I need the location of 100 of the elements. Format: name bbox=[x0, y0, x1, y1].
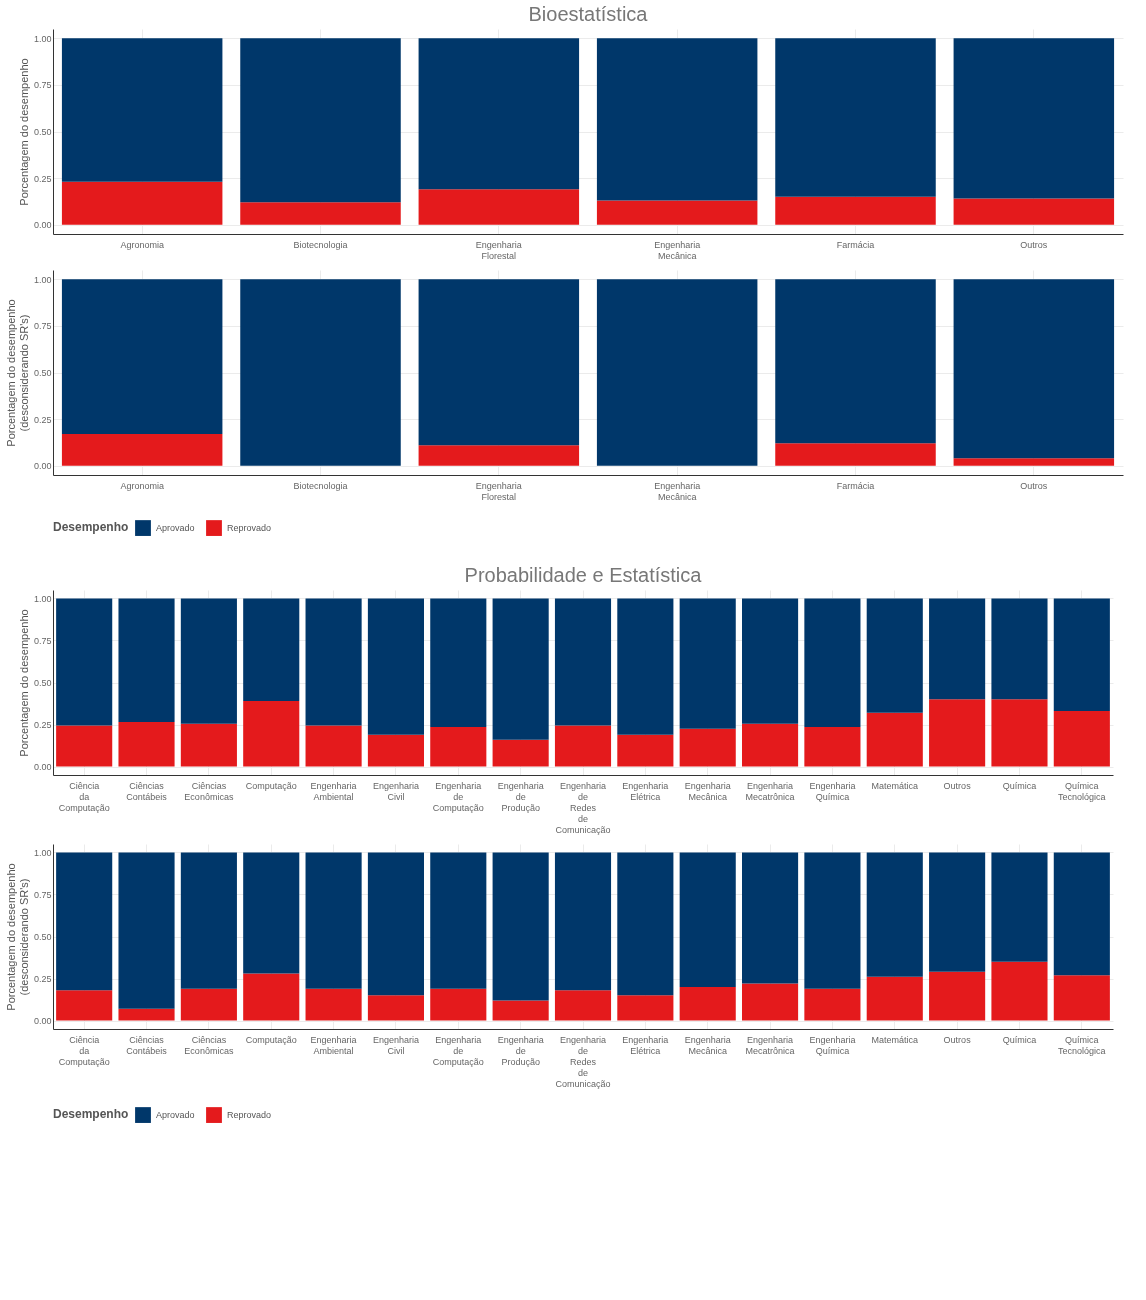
bar bbox=[118, 722, 175, 767]
bar bbox=[804, 988, 861, 1021]
bar bbox=[775, 279, 936, 444]
y-tick-label: 1.00 bbox=[33, 593, 52, 604]
x-tick-label: Matemática bbox=[871, 1034, 919, 1045]
x-tick-label: Engenharia Mecatrônica bbox=[745, 1034, 795, 1056]
legend-label: Reprovado bbox=[227, 1110, 272, 1121]
x-tick-label: Ciência da Computação bbox=[58, 1034, 110, 1067]
y-tick-label: 1.00 bbox=[33, 33, 52, 44]
bar bbox=[596, 200, 758, 225]
bar bbox=[617, 734, 674, 767]
bar bbox=[866, 598, 923, 713]
bar bbox=[180, 852, 237, 989]
x-tick-label: Engenharia Florestal bbox=[475, 239, 522, 261]
x-tick-label: Biotecnologia bbox=[293, 480, 348, 491]
bar bbox=[679, 728, 736, 767]
bar bbox=[953, 198, 1115, 225]
bar bbox=[56, 598, 113, 726]
x-tick-label: Engenharia de Produção bbox=[497, 1034, 544, 1067]
y-tick-label: 1.00 bbox=[33, 847, 52, 858]
y-axis-title: Porcentagem do desempenho (desconsiderando SR's) bbox=[4, 299, 30, 447]
bar bbox=[929, 971, 986, 1021]
legend-label: Reprovado bbox=[227, 523, 272, 534]
bar bbox=[240, 38, 401, 203]
bar bbox=[991, 852, 1048, 962]
bar bbox=[61, 434, 223, 466]
bar bbox=[243, 598, 300, 701]
bar bbox=[367, 598, 424, 735]
bar bbox=[1053, 598, 1110, 712]
y-axis-title: Porcentagem do desempenho (desconsiderando SR's) bbox=[4, 863, 30, 1011]
bar bbox=[418, 279, 580, 446]
bar bbox=[180, 988, 237, 1021]
x-tick-label: Engenharia Ambiental bbox=[310, 780, 357, 802]
x-tick-label: Computação bbox=[245, 780, 297, 791]
x-tick-label: Matemática bbox=[871, 780, 919, 791]
y-tick-label: 0.50 bbox=[33, 368, 52, 378]
bar bbox=[118, 598, 175, 723]
y-tick-label: 0.75 bbox=[33, 321, 52, 332]
x-tick-label: Outros bbox=[1020, 480, 1048, 491]
bar bbox=[430, 988, 487, 1021]
x-tick-label: Outros bbox=[943, 1034, 972, 1045]
y-tick-label: 0.25 bbox=[33, 720, 52, 731]
y-tick-label: 1.00 bbox=[33, 274, 52, 285]
bar bbox=[617, 852, 674, 996]
bar bbox=[118, 852, 175, 1009]
x-tick-label: Outros bbox=[943, 780, 972, 791]
bar bbox=[492, 598, 549, 740]
bar bbox=[679, 852, 736, 987]
x-tick-label: Engenharia de Redes de Comunicação bbox=[555, 1034, 611, 1089]
chart-title: Bioestatística bbox=[528, 3, 649, 25]
bar bbox=[991, 699, 1048, 767]
x-tick-label: Ciências Contábeis bbox=[126, 780, 168, 802]
y-tick-label: 0.00 bbox=[33, 1016, 52, 1027]
bar bbox=[617, 598, 674, 735]
x-tick-label: Engenharia Mecatrônica bbox=[745, 780, 795, 802]
bar bbox=[742, 723, 799, 767]
x-tick-label: Engenharia Química bbox=[809, 1034, 856, 1056]
bar bbox=[554, 852, 612, 991]
x-tick-label: Agronomia bbox=[120, 239, 164, 250]
bar bbox=[929, 699, 986, 767]
bar bbox=[775, 443, 936, 466]
bar bbox=[804, 852, 861, 989]
x-tick-label: Química Tecnológica bbox=[1058, 1034, 1106, 1056]
y-tick-label: 0.00 bbox=[33, 762, 52, 773]
x-tick-label: Ciências Contábeis bbox=[126, 1034, 168, 1056]
y-tick-label: 0.50 bbox=[33, 127, 52, 137]
x-tick-label: Engenharia Elétrica bbox=[622, 780, 669, 802]
bar bbox=[929, 598, 986, 700]
y-tick-label: 0.25 bbox=[33, 414, 52, 425]
bar bbox=[367, 995, 424, 1021]
bar bbox=[929, 852, 986, 972]
x-tick-label: Agronomia bbox=[120, 480, 164, 491]
x-tick-label: Ciência da Computação bbox=[58, 780, 110, 813]
bar bbox=[61, 38, 223, 182]
bar bbox=[367, 852, 424, 996]
bar bbox=[243, 973, 300, 1021]
x-tick-label: Química bbox=[1002, 780, 1037, 791]
x-tick-label: Biotecnologia bbox=[293, 239, 348, 250]
x-tick-label: Engenharia Química bbox=[809, 780, 856, 802]
bar bbox=[430, 598, 487, 728]
bar bbox=[554, 990, 612, 1021]
bar bbox=[742, 598, 799, 724]
bar bbox=[180, 723, 237, 767]
bar bbox=[775, 38, 936, 197]
x-tick-label: Engenharia Elétrica bbox=[622, 1034, 669, 1056]
bar bbox=[596, 38, 758, 201]
bar bbox=[180, 598, 237, 724]
x-tick-label: Química Tecnológica bbox=[1058, 780, 1106, 802]
x-tick-label: Ciências Econômicas bbox=[184, 780, 234, 802]
y-tick-label: 0.25 bbox=[33, 173, 52, 184]
x-tick-label: Farmácia bbox=[836, 239, 875, 250]
x-tick-label: Computação bbox=[245, 1034, 297, 1045]
bar bbox=[240, 202, 401, 225]
bar bbox=[243, 852, 300, 974]
bar bbox=[492, 1000, 549, 1021]
bar bbox=[1053, 852, 1110, 976]
bar bbox=[866, 976, 923, 1021]
x-tick-label: Farmácia bbox=[836, 480, 875, 491]
y-tick-label: 0.75 bbox=[33, 635, 52, 646]
y-tick-label: 0.00 bbox=[33, 461, 52, 472]
